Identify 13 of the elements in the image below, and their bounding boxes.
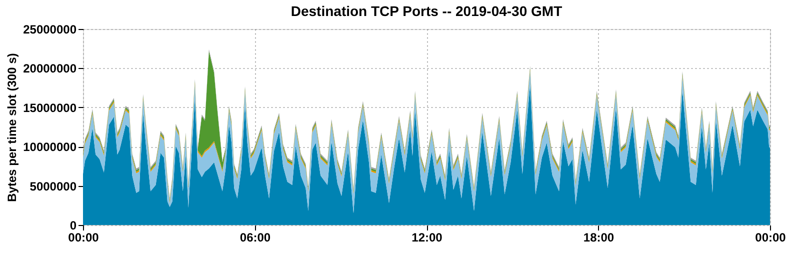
y-tick-label: 20000000 (23, 62, 77, 76)
y-tick-label: 5000000 (30, 179, 77, 194)
y-tick-label: 15000000 (23, 100, 77, 115)
x-tick-label: 00:00 (68, 230, 100, 244)
y-tick-label: 10000000 (23, 140, 77, 154)
x-tick-label: 00:00 (755, 230, 786, 244)
x-tick-label: 18:00 (583, 230, 614, 244)
x-tick-label: 06:00 (240, 230, 271, 244)
y-axis-title: Bytes per time slot (300 s) (5, 53, 20, 202)
y-tick-label: 25000000 (23, 22, 77, 36)
y-tick-label: 0 (70, 218, 77, 232)
x-tick-label: 12:00 (412, 230, 443, 244)
chart-title: Destination TCP Ports -- 2019-04-30 GMT (290, 3, 563, 19)
